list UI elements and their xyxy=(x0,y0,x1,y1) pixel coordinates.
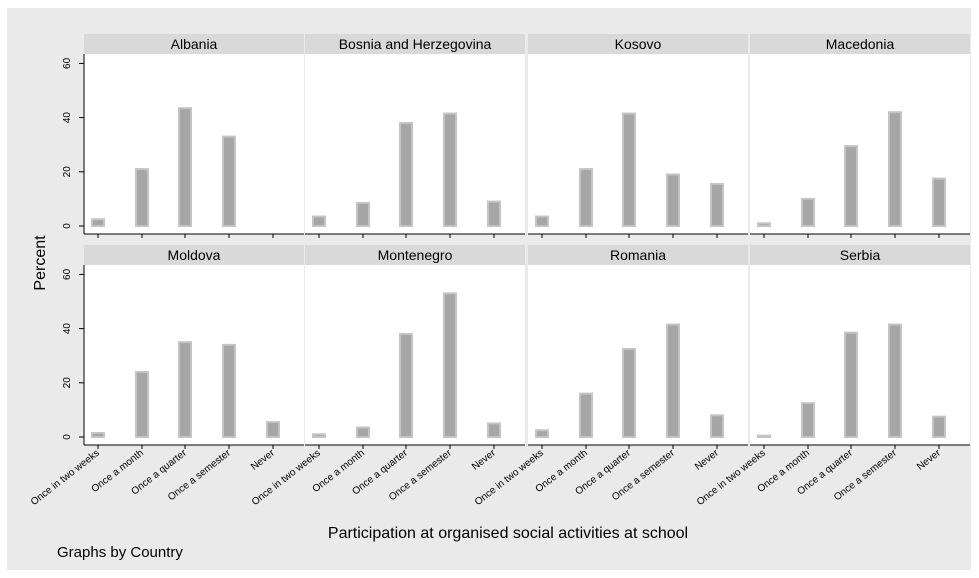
bar-romania-never xyxy=(710,414,724,438)
bar-kosovo-once-a-semester xyxy=(666,173,680,227)
y-tick-label: 20 xyxy=(62,377,73,389)
panel-header xyxy=(750,34,970,54)
bar-montenegro-once-a-month xyxy=(356,426,370,439)
bar-kosovo-once-a-quarter xyxy=(622,112,636,227)
y-tick-label: 20 xyxy=(62,166,73,178)
bar-macedonia-never xyxy=(932,177,946,227)
y-axis: 0 20 40 60 xyxy=(62,265,85,445)
bar-serbia-once-a-quarter xyxy=(844,331,858,439)
y-tick-label: 40 xyxy=(62,323,73,335)
x-axis xyxy=(305,233,525,238)
panel-header xyxy=(84,34,304,54)
x-axis xyxy=(750,233,970,238)
bar-albania-once-a-quarter xyxy=(178,107,192,227)
bar-albania-once-a-semester xyxy=(222,135,236,227)
panel-title: Montenegro xyxy=(378,247,453,263)
x-axis xyxy=(528,233,748,238)
bar-macedonia-once-a-month xyxy=(801,197,815,228)
plot-area xyxy=(84,265,304,445)
bar-montenegro-once-a-quarter xyxy=(399,333,413,438)
x-axis xyxy=(305,444,525,449)
bar-moldova-once-a-month xyxy=(135,370,149,438)
panel-header xyxy=(305,245,525,265)
bar-romania-once-a-month xyxy=(579,392,593,439)
bar-bosnia-and-herzegovina-once-a-semester xyxy=(443,112,457,227)
panel-header xyxy=(528,245,748,265)
panel-header xyxy=(528,34,748,54)
panel-bosnia-and-herzegovina: Bosnia and Herzegovina xyxy=(305,34,525,238)
y-tick-label: 0 xyxy=(62,223,73,229)
x-axis xyxy=(528,444,748,449)
panel-title: Kosovo xyxy=(615,36,662,52)
x-axis xyxy=(750,444,970,449)
bar-montenegro-once-a-semester xyxy=(443,292,457,438)
bar-moldova-never xyxy=(266,421,280,438)
y-tick-label: 60 xyxy=(62,268,73,280)
x-axis xyxy=(84,233,304,238)
panels: Albania 0 20 40 60 Bosnia and Herzegovina Koso… xyxy=(29,34,970,508)
panel-title: Macedonia xyxy=(826,36,895,52)
panel-title: Romania xyxy=(610,247,666,263)
panel-title: Albania xyxy=(171,36,218,52)
panel-macedonia: Macedonia xyxy=(750,34,970,238)
panel-title: Serbia xyxy=(840,247,881,263)
bar-bosnia-and-herzegovina-once-a-month xyxy=(356,201,370,227)
bar-romania-once-a-semester xyxy=(666,323,680,439)
y-tick-label: 0 xyxy=(62,434,73,440)
bar-macedonia-once-in-two-weeks xyxy=(757,222,771,228)
bar-kosovo-once-in-two-weeks xyxy=(535,215,549,227)
bar-moldova-once-a-quarter xyxy=(178,341,192,438)
bar-montenegro-once-in-two-weeks xyxy=(312,433,326,438)
panel-title: Bosnia and Herzegovina xyxy=(339,36,492,52)
bar-romania-once-a-quarter xyxy=(622,347,636,438)
bar-kosovo-once-a-month xyxy=(579,168,593,227)
bar-serbia-never xyxy=(932,415,946,439)
bar-serbia-once-in-two-weeks xyxy=(757,434,771,439)
panel-title: Moldova xyxy=(168,247,221,263)
y-axis: 0 20 40 60 xyxy=(62,54,85,234)
bar-romania-once-in-two-weeks xyxy=(535,429,549,438)
graphs-by-note: Graphs by Country xyxy=(57,544,183,561)
bar-moldova-once-a-semester xyxy=(222,343,236,439)
panel-header xyxy=(305,34,525,54)
panel-albania: Albania 0 20 40 60 xyxy=(62,34,304,238)
bar-albania-once-in-two-weeks xyxy=(91,218,105,227)
panel-header xyxy=(84,245,304,265)
bar-bosnia-and-herzegovina-once-in-two-weeks xyxy=(312,215,326,227)
plot-area xyxy=(84,54,304,234)
panel-header xyxy=(750,245,970,265)
bar-moldova-once-in-two-weeks xyxy=(91,431,105,439)
bar-bosnia-and-herzegovina-once-a-quarter xyxy=(399,122,413,227)
y-axis-label: Percent xyxy=(32,235,49,291)
bar-bosnia-and-herzegovina-never xyxy=(487,200,501,227)
plot-area xyxy=(305,265,525,445)
bar-serbia-once-a-semester xyxy=(888,323,902,439)
bar-albania-once-a-month xyxy=(135,168,149,227)
bar-macedonia-once-a-semester xyxy=(888,111,902,227)
plot-area xyxy=(750,265,970,445)
x-axis-label: Participation at organised social activi… xyxy=(328,525,688,542)
bar-macedonia-once-a-quarter xyxy=(844,145,858,227)
y-tick-label: 60 xyxy=(62,57,73,69)
bar-serbia-once-a-month xyxy=(801,402,815,438)
x-axis xyxy=(84,444,304,449)
bar-kosovo-never xyxy=(710,183,724,227)
panel-kosovo: Kosovo xyxy=(528,34,748,238)
bar-montenegro-never xyxy=(487,422,501,438)
y-tick-label: 40 xyxy=(62,112,73,124)
